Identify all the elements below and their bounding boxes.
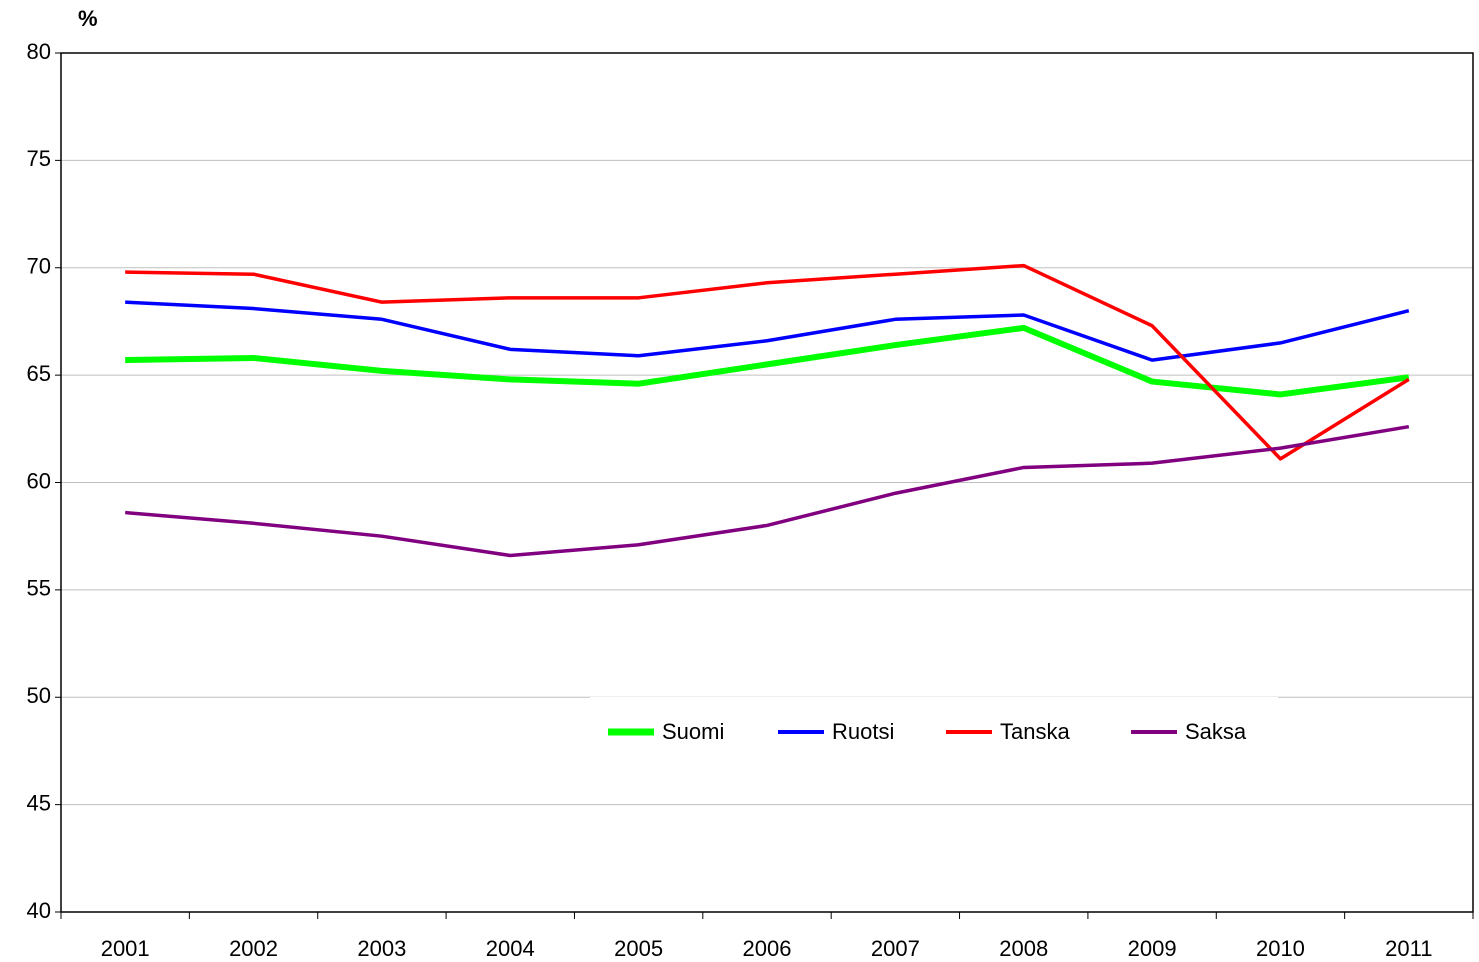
x-tick-label: 2008 xyxy=(999,936,1048,961)
y-tick-label: 55 xyxy=(27,576,51,601)
x-tick-label: 2011 xyxy=(1385,936,1432,961)
x-tick-label: 2007 xyxy=(871,936,920,961)
y-tick-label: 75 xyxy=(27,146,51,171)
x-tick-label: 2003 xyxy=(357,936,406,961)
y-tick-label: 70 xyxy=(27,254,51,279)
x-tick-label: 2004 xyxy=(486,936,535,961)
series-line xyxy=(125,263,1410,461)
x-tick-label: 2009 xyxy=(1128,936,1177,961)
series-line xyxy=(125,300,1410,362)
y-tick-label: 50 xyxy=(27,683,51,708)
y-tick-label: 60 xyxy=(27,468,51,493)
plot-frame xyxy=(60,52,1474,913)
legend-label: Suomi xyxy=(662,719,724,744)
y-tick-label: 40 xyxy=(27,898,51,923)
y-tick-label: 80 xyxy=(27,39,51,64)
series-line xyxy=(125,324,1410,398)
x-tick-label: 2006 xyxy=(743,936,792,961)
y-tick-label: 65 xyxy=(27,361,51,386)
x-tick-label: 2002 xyxy=(229,936,278,961)
legend-label: Ruotsi xyxy=(832,719,894,744)
legend-label: Tanska xyxy=(1000,719,1070,744)
y-axis-label: % xyxy=(78,6,98,31)
y-tick-label: 45 xyxy=(27,790,51,815)
legend-label: Saksa xyxy=(1185,719,1247,744)
x-tick-label: 2010 xyxy=(1256,936,1305,961)
series-line xyxy=(125,424,1410,558)
x-tick-label: 2001 xyxy=(101,936,150,961)
x-tick-label: 2005 xyxy=(614,936,663,961)
